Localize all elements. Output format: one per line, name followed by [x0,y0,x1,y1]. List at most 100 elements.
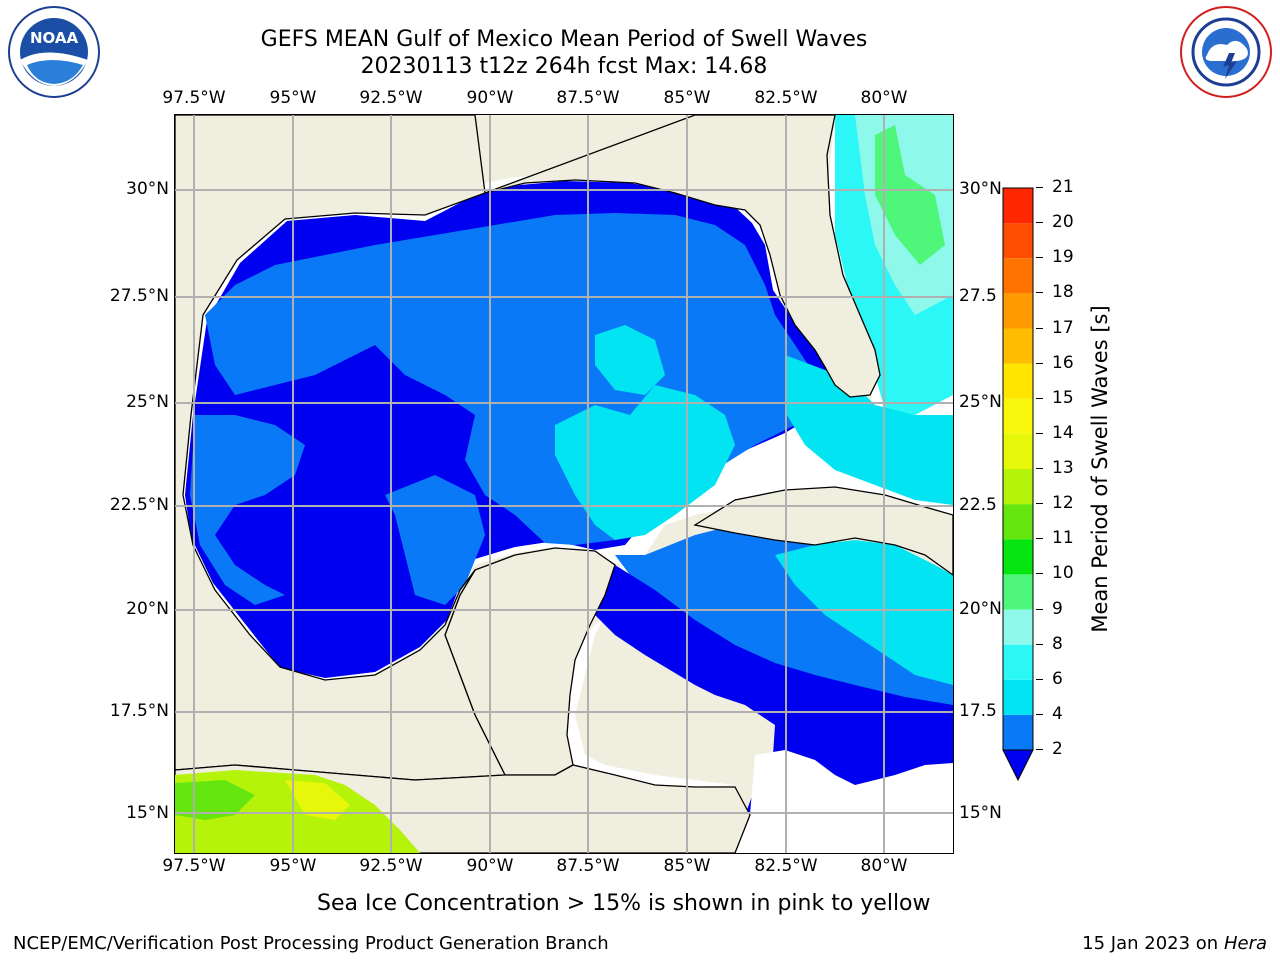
lon-label-bottom: 90°W [466,856,514,876]
colorbar-tick-mark [1036,503,1043,505]
sea-ice-note: Sea Ice Concentration > 15% is shown in … [317,891,931,916]
colorbar-bin [1003,328,1033,364]
sea-ice-yellow [285,780,350,820]
caribbean-deep-blue [595,565,953,853]
lon-label-bottom: 95°W [269,856,317,876]
lat-label-left: 20°N [126,599,169,619]
gulf-blue-region-south [385,475,485,605]
colorbar-tick-mark [1036,749,1043,750]
colorbar-extend [1002,749,1034,782]
lat-label-right: 27.5 [959,286,997,306]
lat-label-left: 15°N [126,803,169,823]
caribbean-no-data [735,750,953,853]
noaa-logo: NOAA [8,6,100,98]
colorbar-bin [1003,433,1033,469]
lat-label-left: 25°N [126,392,169,412]
caribbean-cyan [775,540,953,685]
lat-label-right: 30°N [959,179,1002,199]
colorbar-tick-mark [1036,713,1043,715]
lon-label-bottom: 92.5°W [359,856,423,876]
lat-label-left: 30°N [126,179,169,199]
colorbar-bin [1003,363,1033,399]
graticule [175,115,953,853]
colorbar-label: Mean Period of Swell Waves [s] [1088,305,1112,633]
colorbar-tick-label: 2 [1052,739,1063,759]
colorbar-bin [1003,223,1033,259]
colorbar-tick-label: 9 [1052,598,1063,619]
colorbar-bin [1003,469,1033,505]
svg-text:NOAA: NOAA [30,29,79,47]
colorbar-tick-mark [1036,432,1043,434]
lat-label-right: 22.5 [959,495,997,515]
lon-label-top: 87.5°W [556,88,620,108]
colorbar-bin [1003,398,1033,434]
footer-date: 15 Jan 2023 on [1082,933,1224,954]
colorbar-tick-mark [1036,327,1043,329]
map-panel [175,115,953,853]
colorbar-bin [1003,714,1033,750]
colorbar-tick-label: 17 [1052,317,1074,338]
colorbar-tick-mark [1036,187,1043,188]
colorbar-tick-label: 6 [1052,668,1063,689]
florida-land [484,115,881,398]
colorbar-tick-label: 12 [1052,493,1074,514]
colorbar-tick-mark [1036,397,1043,399]
lat-label-right: 25°N [959,392,1002,412]
colorbar-tick-mark [1036,292,1043,294]
footer-left: NCEP/EMC/Verification Post Processing Pr… [13,933,609,954]
colorbar-tick-label: 19 [1052,247,1074,268]
colorbar-bin [1003,539,1033,575]
lon-label-top: 80°W [860,88,908,108]
colorbar-frame [1002,187,1034,751]
colorbar-bin [1003,504,1033,540]
colorbar-bin [1003,609,1033,645]
lon-label-top: 95°W [269,88,317,108]
lat-label-right: 17.5 [959,701,997,721]
colorbar-tick-mark [1036,222,1043,224]
lon-label-bottom: 80°W [860,856,908,876]
colorbar-tick-label: 18 [1052,282,1074,303]
colorbar-tick-mark [1036,573,1043,575]
atlantic-cyan-south [785,355,953,505]
colorbar-tick-label: 4 [1052,703,1063,724]
nws-logo [1180,6,1272,98]
swell-period-map [175,115,953,853]
lon-label-bottom: 82.5°W [754,856,818,876]
colorbar-bin [1003,574,1033,610]
map-frame [174,114,954,854]
colorbar-tick-label: 21 [1052,177,1074,197]
colorbar-tick-label: 16 [1052,352,1074,373]
lon-label-top: 90°W [466,88,514,108]
colorbar-bin [1003,258,1033,294]
colorbar [1002,187,1034,782]
lat-label-right: 15°N [959,803,1002,823]
colorbar-tick-label: 10 [1052,563,1074,584]
title-line-2: 20230113 t12z 264h fcst Max: 14.68 [360,54,768,79]
colorbar-bin [1003,188,1033,224]
colorbar-tick-mark [1036,257,1043,259]
colorbar-tick-label: 20 [1052,212,1074,233]
colorbar-bin [1003,679,1033,715]
colorbar-tick-mark [1036,468,1043,469]
lon-label-top: 92.5°W [359,88,423,108]
colorbar-tick-label: 11 [1052,528,1074,549]
colorbar-tick-mark [1036,643,1043,645]
lon-label-bottom: 85°W [663,856,711,876]
colorbar-tick-mark [1036,678,1043,680]
gulf-cyan-region [555,385,735,540]
lon-label-top: 85°W [663,88,711,108]
colorbar-tick-mark [1036,608,1043,610]
colorbar-tick-mark [1036,538,1043,540]
lon-label-top: 82.5°W [754,88,818,108]
atlantic-green [875,125,945,265]
lat-label-left: 27.5°N [109,286,169,306]
lat-label-left: 17.5°N [109,701,169,721]
title-line-1: GEFS MEAN Gulf of Mexico Mean Period of … [260,27,868,52]
colorbar-bin [1003,293,1033,329]
colorbar-tick-mark [1036,362,1043,364]
lon-label-bottom: 97.5°W [162,856,226,876]
colorbar-tick-label: 15 [1052,387,1074,408]
lat-label-left: 22.5°N [109,495,169,515]
footer-right: 15 Jan 2023 on Hera [1082,933,1267,954]
gulf-blue-region-west [190,415,305,605]
